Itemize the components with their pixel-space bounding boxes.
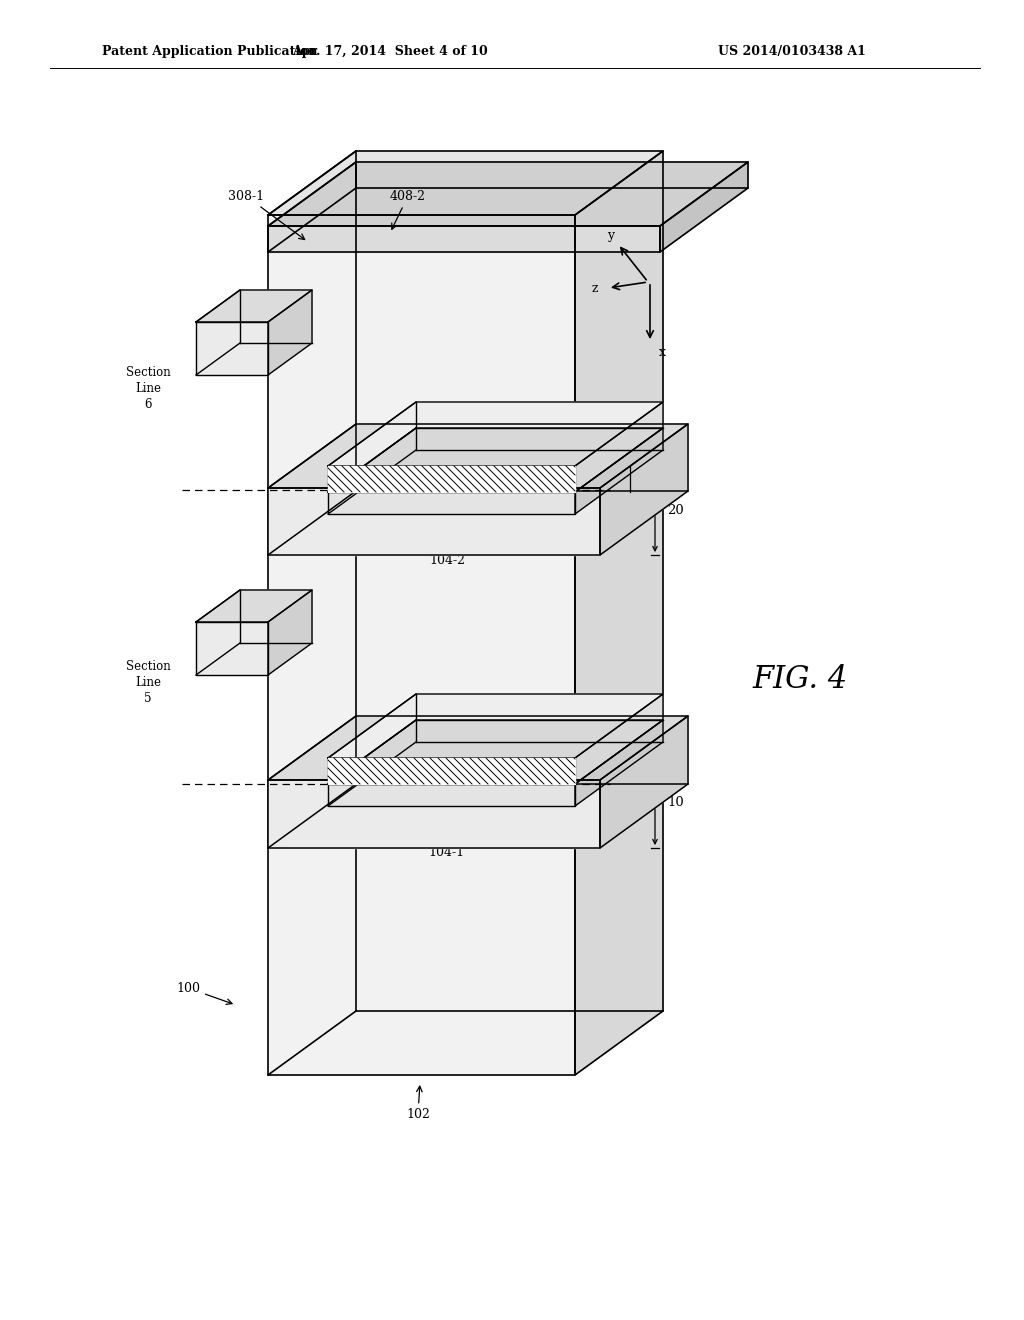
Polygon shape [268, 780, 600, 847]
Text: Section
Line
5: Section Line 5 [126, 660, 170, 705]
Polygon shape [196, 590, 312, 622]
Text: 6: 6 [208, 333, 216, 347]
Polygon shape [328, 466, 575, 492]
Text: 418: 418 [333, 774, 357, 837]
Polygon shape [196, 322, 268, 375]
Text: 20: 20 [667, 503, 684, 516]
Text: z: z [592, 281, 598, 294]
Text: FIG. 4: FIG. 4 [753, 664, 848, 696]
Text: y: y [607, 228, 614, 242]
Text: 308-1: 308-1 [228, 190, 305, 239]
Text: 104-2: 104-2 [429, 533, 465, 566]
Text: 100: 100 [176, 982, 232, 1005]
Polygon shape [268, 590, 312, 675]
Text: Patent Application Publication: Patent Application Publication [102, 45, 317, 58]
Polygon shape [600, 424, 688, 554]
Polygon shape [196, 290, 312, 322]
Polygon shape [328, 784, 575, 807]
Polygon shape [328, 466, 575, 492]
Text: 5: 5 [208, 631, 216, 645]
Polygon shape [575, 403, 663, 492]
Polygon shape [600, 715, 688, 847]
Polygon shape [268, 290, 312, 375]
Text: Apr. 17, 2014  Sheet 4 of 10: Apr. 17, 2014 Sheet 4 of 10 [292, 45, 487, 58]
Text: 102: 102 [407, 1086, 430, 1122]
Polygon shape [328, 492, 575, 513]
Polygon shape [268, 162, 748, 226]
Text: x: x [658, 346, 666, 359]
Text: 6: 6 [642, 473, 650, 486]
Text: Section
Line
6: Section Line 6 [126, 366, 170, 411]
Polygon shape [328, 694, 663, 758]
Polygon shape [268, 424, 688, 488]
Polygon shape [328, 428, 663, 492]
Polygon shape [660, 162, 748, 252]
Polygon shape [328, 403, 663, 466]
Polygon shape [575, 719, 663, 807]
Polygon shape [328, 719, 663, 784]
Polygon shape [575, 150, 663, 1074]
Polygon shape [328, 758, 575, 784]
Polygon shape [575, 428, 663, 513]
Text: 468: 468 [333, 482, 357, 541]
Polygon shape [328, 758, 575, 784]
Polygon shape [268, 715, 688, 780]
Polygon shape [196, 622, 268, 675]
Polygon shape [268, 215, 575, 1074]
Polygon shape [575, 694, 663, 784]
Polygon shape [268, 488, 600, 554]
Text: 408-2: 408-2 [390, 190, 426, 230]
Polygon shape [268, 150, 663, 215]
Text: 5: 5 [642, 764, 650, 777]
Text: 10: 10 [667, 796, 684, 809]
Text: 104-1: 104-1 [429, 826, 465, 858]
Polygon shape [268, 226, 660, 252]
Text: US 2014/0103438 A1: US 2014/0103438 A1 [718, 45, 866, 58]
